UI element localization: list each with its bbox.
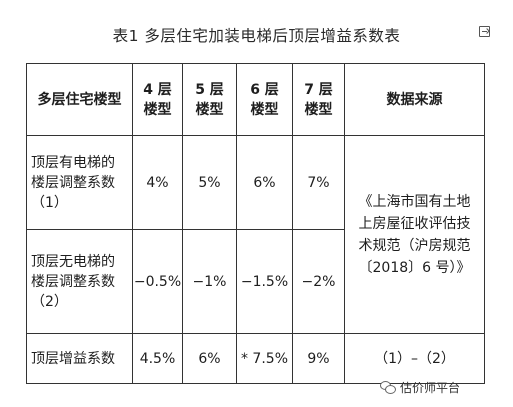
row-label-without-elevator: 顶层无电梯的 楼层调整系数 （2） xyxy=(26,229,133,334)
table-cell: 4.5% xyxy=(132,333,183,384)
wechat-icon xyxy=(380,380,396,394)
table-cell: −1% xyxy=(182,229,237,334)
header-6-floor: 6 层 楼型 xyxy=(236,63,293,136)
expand-icon[interactable] xyxy=(479,26,490,37)
table-row: 顶层无电梯的 楼层调整系数 （2） −0.5% −1% −1.5% −2% xyxy=(26,229,485,334)
header-7-floor: 7 层 楼型 xyxy=(292,63,345,136)
table-row: 顶层有电梯的 楼层调整系数 （1） 4% 5% 6% 7% 《上海市国有土地上房… xyxy=(26,135,485,334)
row-label-with-elevator: 顶层有电梯的 楼层调整系数 （1） xyxy=(26,135,133,230)
table-cell: 4% xyxy=(132,135,183,230)
table-cell: 6% xyxy=(182,333,237,384)
header-row: 多层住宅楼型 4 层 楼型 5 层 楼型 6 层 楼型 7 层 楼型 数据来源 xyxy=(26,63,485,136)
table-cell: 5% xyxy=(182,135,237,230)
header-4-floor: 4 层 楼型 xyxy=(132,63,183,136)
formula-cell: （1）–（2） xyxy=(344,333,485,384)
table-row: 顶层增益系数 4.5% 6% * 7.5% 9% （1）–（2） xyxy=(26,333,485,384)
table-cell: −0.5% xyxy=(132,229,183,334)
coefficient-table: 多层住宅楼型 4 层 楼型 5 层 楼型 6 层 楼型 7 层 楼型 数据来源 … xyxy=(26,63,485,384)
table-cell: * 7.5% xyxy=(236,333,293,384)
data-source-cell: 《上海市国有土地上房屋征收评估技术规范（沪房规范〔2018〕6 号）》 xyxy=(344,135,485,334)
brand-label: 估价师平台 xyxy=(400,380,461,395)
table-cell: 6% xyxy=(236,135,293,230)
table-title: 表1 多层住宅加装电梯后顶层增益系数表 xyxy=(112,27,401,45)
table-cell: 7% xyxy=(292,135,345,230)
row-label-gain: 顶层增益系数 xyxy=(26,333,133,384)
header-building-type: 多层住宅楼型 xyxy=(26,63,133,136)
header-5-floor: 5 层 楼型 xyxy=(182,63,237,136)
table-cell: −2% xyxy=(292,229,345,334)
watermark: 估价师平台 xyxy=(380,377,460,397)
table-cell: 9% xyxy=(292,333,345,384)
header-data-source: 数据来源 xyxy=(344,63,485,136)
table-cell: −1.5% xyxy=(236,229,293,334)
